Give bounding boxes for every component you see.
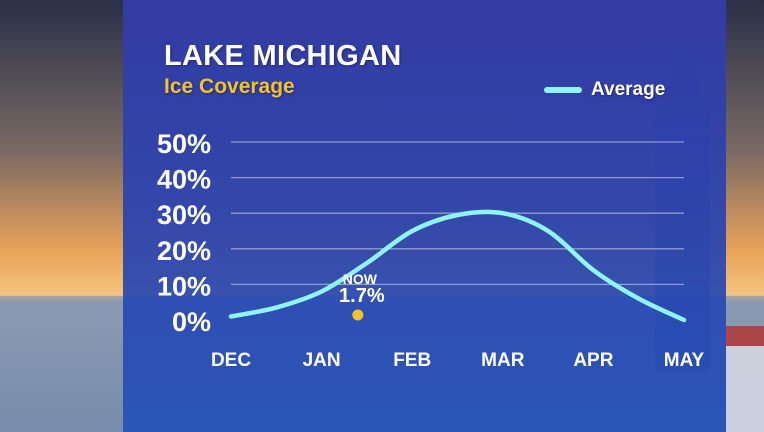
- legend-label: Average: [591, 79, 666, 100]
- now-marker-dot: [352, 309, 364, 321]
- x-tick-label: MAY: [664, 350, 705, 371]
- x-tick-label: MAR: [481, 350, 525, 371]
- x-tick-label: JAN: [303, 350, 341, 371]
- y-tick-label: 30%: [157, 200, 211, 230]
- y-tick-label: 10%: [157, 271, 211, 301]
- x-tick-label: DEC: [211, 350, 251, 371]
- x-tick-label: APR: [573, 350, 613, 371]
- legend-line-swatch: [544, 87, 582, 93]
- now-value-label: 1.7%: [339, 285, 385, 307]
- chart-title: LAKE MICHIGAN: [164, 40, 402, 72]
- x-tick-label: FEB: [393, 350, 431, 371]
- pier-silhouette: [726, 326, 764, 432]
- y-tick-label: 20%: [157, 236, 211, 266]
- legend: Average: [544, 78, 665, 102]
- y-tick-label: 0%: [172, 307, 211, 337]
- chart-subtitle: Ice Coverage: [164, 75, 295, 98]
- chart-panel: [123, 0, 726, 432]
- average-series-line: [228, 209, 687, 323]
- y-tick-label: 40%: [157, 165, 211, 195]
- y-tick-label: 50%: [157, 129, 211, 159]
- now-label: NOW: [343, 271, 378, 287]
